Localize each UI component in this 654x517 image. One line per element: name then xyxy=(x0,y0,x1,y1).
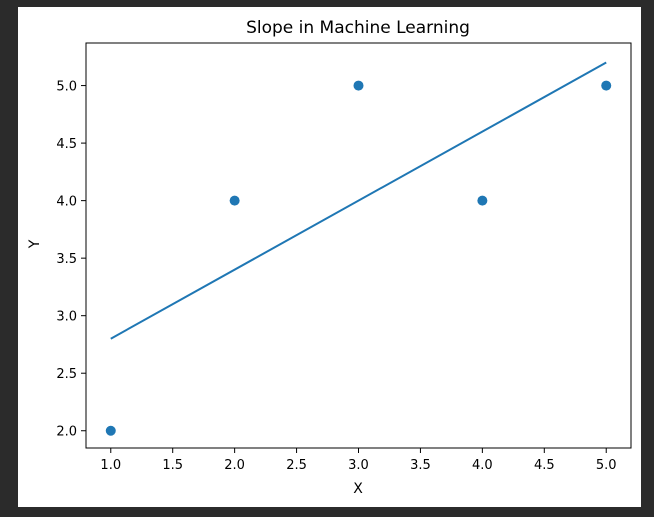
x-tick-label: 3.0 xyxy=(348,458,369,473)
x-tick-label: 5.0 xyxy=(596,458,617,473)
y-tick-label: 4.0 xyxy=(56,195,77,210)
x-tick-label: 1.5 xyxy=(162,458,183,473)
x-tick-label: 1.0 xyxy=(100,458,121,473)
y-tick-label: 2.0 xyxy=(56,425,77,440)
x-tick-label: 4.0 xyxy=(472,458,493,473)
y-tick-label: 5.0 xyxy=(56,80,77,95)
data-point-2 xyxy=(229,195,240,206)
x-tick-label: 2.5 xyxy=(286,458,307,473)
data-point-3 xyxy=(353,80,364,91)
x-tick-label: 4.5 xyxy=(534,458,555,473)
y-axis-label: Y xyxy=(27,239,43,249)
data-point-4 xyxy=(477,195,488,206)
data-point-5 xyxy=(601,80,612,91)
regression-line xyxy=(110,61,607,340)
y-tick-label: 3.0 xyxy=(56,310,77,325)
plot-area xyxy=(85,42,632,449)
y-tick-label: 4.5 xyxy=(56,137,77,152)
y-tick-label: 2.5 xyxy=(56,367,77,382)
x-tick-label: 2.0 xyxy=(224,458,245,473)
y-tick-label: 3.5 xyxy=(56,252,77,267)
chart-title: Slope in Machine Learning xyxy=(246,18,470,38)
chart-figure: 1.0 1.5 2.0 2.5 3.0 3.5 4.0 4.5 5.0 2.0 2.5 3.0 3.5… xyxy=(18,7,641,507)
x-axis-label: X xyxy=(353,481,363,497)
scatter-chart: 1.0 1.5 2.0 2.5 3.0 3.5 4.0 4.5 5.0 2.0 2.5 3.0 3.5… xyxy=(27,18,632,497)
x-tick-label: 3.5 xyxy=(410,458,431,473)
data-point-1 xyxy=(105,425,116,436)
